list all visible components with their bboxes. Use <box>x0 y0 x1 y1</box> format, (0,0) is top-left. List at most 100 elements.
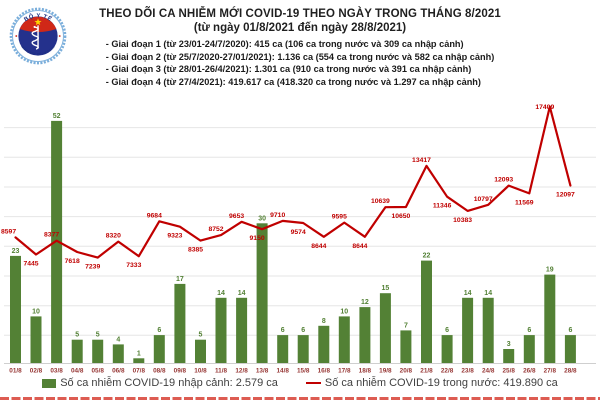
bar-label-28/8: 6 <box>568 327 572 334</box>
bar-05/8 <box>92 339 104 363</box>
bar-label-02/8: 10 <box>32 308 40 315</box>
bar-label-05/8: 5 <box>96 332 100 339</box>
line-label-17/8: 9595 <box>332 214 347 221</box>
line-label-27/8: 17409 <box>535 104 554 111</box>
bar-10/8 <box>195 339 206 363</box>
date-label-15/8: 15/8 <box>297 368 310 375</box>
line-label-10/8: 8385 <box>188 247 203 254</box>
bar-27/8 <box>544 274 556 363</box>
legend-domestic-label: Số ca nhiễm COVID-19 trong nước: 419.890… <box>324 377 558 389</box>
bar-16/8 <box>318 325 330 363</box>
line-label-05/8: 7239 <box>85 264 100 271</box>
legend-imported-label: Số ca nhiễm COVID-19 nhập cảnh: 2.579 ca <box>60 377 278 389</box>
logo-snake-icon <box>31 26 39 50</box>
bar-label-10/8: 5 <box>199 332 203 339</box>
bar-label-23/8: 14 <box>464 290 472 297</box>
line-label-03/8: 8377 <box>44 232 59 239</box>
date-label-21/8: 21/8 <box>420 368 433 375</box>
bar-label-14/8: 6 <box>281 327 285 334</box>
bar-label-15/8: 6 <box>301 327 305 334</box>
bar-14/8 <box>277 335 289 363</box>
bar-15/8 <box>297 335 309 363</box>
bar-label-09/8: 17 <box>176 276 184 283</box>
date-label-14/8: 14/8 <box>276 368 289 375</box>
bar-label-01/8: 23 <box>12 248 20 255</box>
logo-snake-head <box>33 25 36 28</box>
date-label-25/8: 25/8 <box>502 368 515 375</box>
covid-combo-chart: 23 10 52 5 5 4 1 6 17 5 14 14 30 6 6 8 10 12 15 7 22 6 14 14 3 6 1… <box>0 100 600 378</box>
date-label-09/8: 09/8 <box>174 368 187 375</box>
line-label-15/8: 9574 <box>291 229 306 236</box>
line-label-18/8: 8644 <box>352 243 367 250</box>
bar-11/8 <box>215 297 227 363</box>
date-label-22/8: 22/8 <box>441 368 454 375</box>
bar-label-25/8: 3 <box>507 341 511 348</box>
line-label-04/8: 7618 <box>65 258 80 265</box>
logo-red-band <box>19 16 57 33</box>
legend-line-swatch <box>305 381 321 385</box>
phase-2-line: - Giai đoạn 2 (từ 25/7/2020-27/01/2021):… <box>105 51 495 62</box>
date-label-12/8: 12/8 <box>235 368 248 375</box>
bar-24/8 <box>482 297 494 363</box>
chart-canvas: 23 10 52 5 5 4 1 6 17 5 14 14 30 6 6 8 10 12 15 7 22 6 14 14 3 6 1… <box>1 104 596 375</box>
header: THEO DÕI CA NHIỄM MỚI COVID-19 THEO NGÀY… <box>0 8 600 90</box>
bar-label-21/8: 22 <box>423 253 431 260</box>
line-label-14/8: 9710 <box>270 212 285 219</box>
line-label-28/8: 12097 <box>556 192 575 199</box>
logo-top-text: BỘ Y TẾ <box>23 12 53 23</box>
bar-21/8 <box>421 260 432 363</box>
line-label-08/8: 9684 <box>147 212 162 219</box>
bar-label-07/8: 1 <box>137 350 141 357</box>
logo-star-icon <box>34 18 42 26</box>
line-label-02/8: 7445 <box>23 261 38 268</box>
date-label-26/8: 26/8 <box>523 368 536 375</box>
phase-3-line: - Giai đoạn 3 (từ 28/01-26/4/2021): 1.30… <box>105 64 472 75</box>
logo-svg: BỘ Y TẾ MINISTRY OF HEALTH <box>9 7 67 65</box>
page-title: THEO DÕI CA NHIỄM MỚI COVID-19 THEO NGÀY… <box>99 8 501 20</box>
bar-label-26/8: 6 <box>527 327 531 334</box>
bar-06/8 <box>112 344 124 363</box>
date-label-07/8: 07/8 <box>133 368 146 375</box>
logo-right-star-dot <box>58 35 61 37</box>
date-label-05/8: 05/8 <box>91 368 104 375</box>
bar-17/8 <box>338 316 350 363</box>
bar-label-19/8: 15 <box>382 285 390 292</box>
bar-label-27/8: 19 <box>546 267 554 274</box>
line-label-26/8: 11569 <box>515 199 534 206</box>
line-label-21/8: 13417 <box>412 157 431 164</box>
line-label-06/8: 8320 <box>106 233 121 240</box>
line-series-domestic <box>14 105 572 259</box>
line-label-25/8: 12093 <box>494 177 513 184</box>
line-label-20/8: 10650 <box>391 213 410 220</box>
line-label-16/8: 8644 <box>311 243 326 250</box>
bar-label-20/8: 7 <box>404 322 408 329</box>
legend-bar-swatch <box>42 378 57 388</box>
bar-label-17/8: 10 <box>340 308 348 315</box>
line-label-23/8: 10383 <box>453 217 472 224</box>
bar-26/8 <box>523 335 535 363</box>
bar-02/8 <box>30 316 42 363</box>
line-label-13/8: 9150 <box>250 235 265 242</box>
date-label-08/8: 08/8 <box>153 368 166 375</box>
date-label-01/8: 01/8 <box>9 368 22 375</box>
date-label-18/8: 18/8 <box>359 368 372 375</box>
line-label-07/8: 7333 <box>126 262 141 269</box>
bar-22/8 <box>441 335 453 363</box>
line-label-22/8: 11346 <box>433 203 452 210</box>
date-label-03/8: 03/8 <box>50 368 63 375</box>
line-label-24/8: 10797 <box>474 196 493 203</box>
phase-4-line: - Giai đoạn 4 (từ 27/4/2021): 419.617 ca… <box>105 76 481 87</box>
logo-left-star-dot <box>15 35 18 37</box>
legend-item-imported: Số ca nhiễm COVID-19 nhập cảnh: 2.579 ca <box>42 377 278 389</box>
bar-label-08/8: 6 <box>157 327 161 334</box>
date-label-27/8: 27/8 <box>544 368 557 375</box>
bar-18/8 <box>359 307 371 363</box>
bar-label-16/8: 8 <box>322 318 326 325</box>
date-label-10/8: 10/8 <box>194 368 207 375</box>
date-label-13/8: 13/8 <box>256 368 269 375</box>
date-label-02/8: 02/8 <box>30 368 43 375</box>
line-label-12/8: 9653 <box>229 213 244 220</box>
line-label-09/8: 9323 <box>167 233 182 240</box>
date-label-11/8: 11/8 <box>215 368 228 375</box>
